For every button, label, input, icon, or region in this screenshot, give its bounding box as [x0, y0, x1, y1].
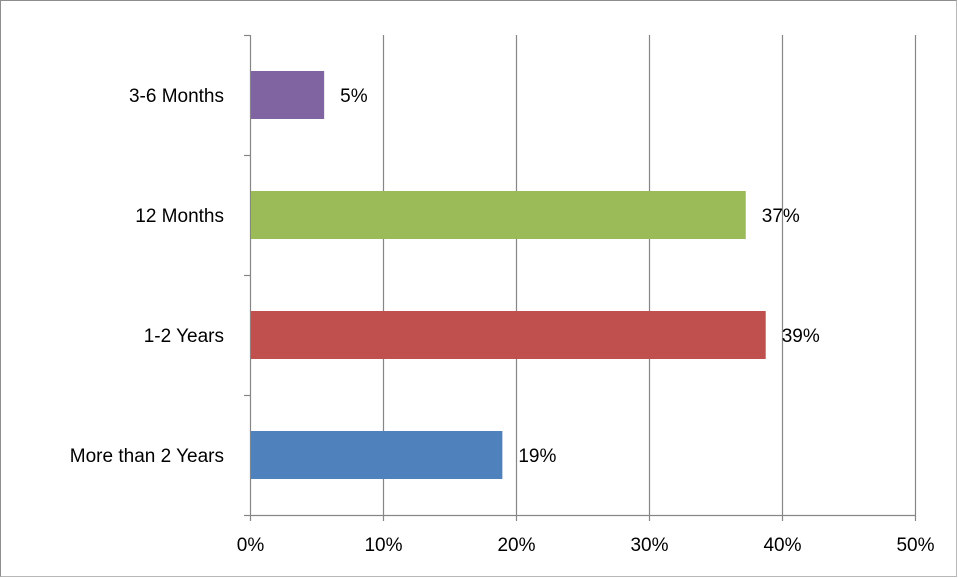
bar-2 [251, 191, 746, 239]
category-label-3: 1-2 Years [144, 326, 224, 347]
x-tick-label-1: 10% [364, 535, 402, 556]
labels: 0% 10% 20% 30% 40% 50% 3-6 Months 5% 12 Months 37… [70, 86, 935, 556]
data-label-4: 19% [518, 446, 556, 467]
x-tick-label-5: 50% [896, 535, 934, 556]
bar-3 [251, 311, 766, 359]
bar-1 [251, 71, 325, 119]
x-tick-label-2: 20% [497, 535, 535, 556]
category-label-1: 3-6 Months [129, 86, 224, 107]
category-label-4: More than 2 Years [70, 446, 224, 467]
x-tick-label-4: 40% [763, 535, 801, 556]
category-label-2: 12 Months [135, 206, 224, 227]
data-label-3: 39% [782, 326, 820, 347]
x-tick-label-0: 0% [237, 535, 265, 556]
bars [251, 71, 766, 479]
x-tick-label-3: 30% [630, 535, 668, 556]
bar-4 [251, 431, 503, 479]
data-label-2: 37% [762, 206, 800, 227]
data-label-1: 5% [340, 86, 368, 107]
